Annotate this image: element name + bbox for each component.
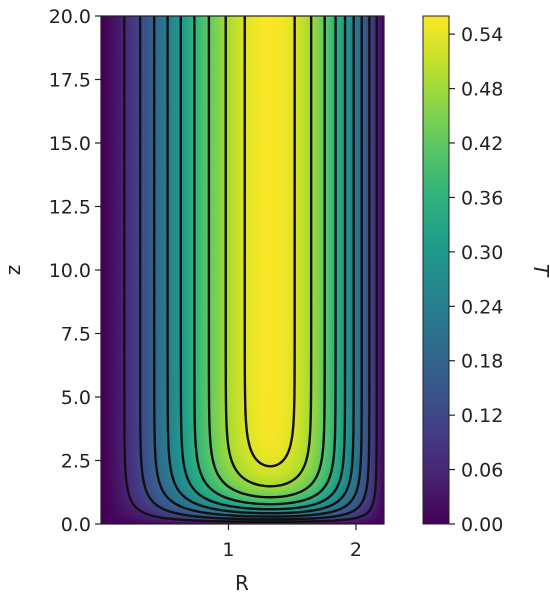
temperature-field: [101, 16, 385, 525]
